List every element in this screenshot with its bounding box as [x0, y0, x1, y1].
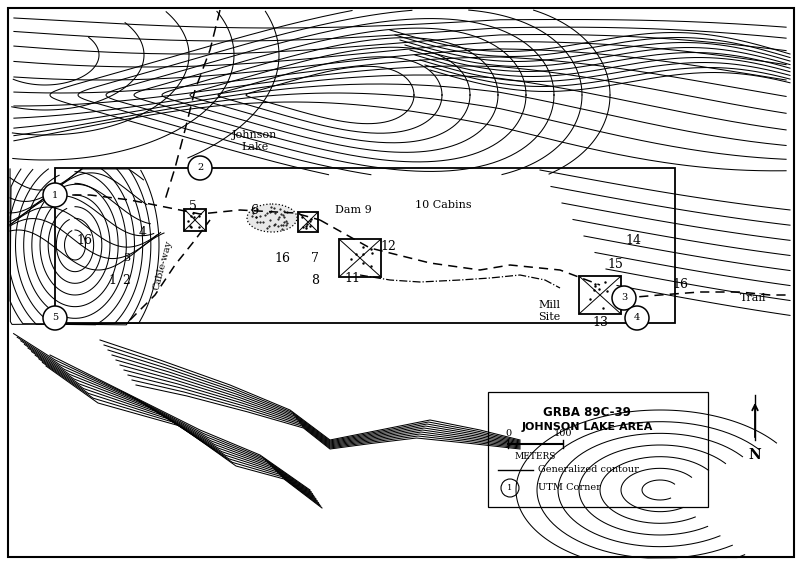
Text: 2: 2 [196, 163, 203, 172]
Text: GRBA 89C-39: GRBA 89C-39 [543, 406, 631, 419]
Bar [298, 212, 318, 232]
Text: 5: 5 [52, 314, 58, 323]
Text: 1: 1 [108, 273, 116, 286]
Text: 4: 4 [139, 225, 147, 238]
Text: N: N [748, 448, 761, 462]
Text: 16: 16 [672, 279, 688, 292]
Text: 1: 1 [52, 190, 58, 199]
Text: 1: 1 [508, 484, 512, 492]
Text: 3: 3 [621, 293, 627, 302]
Circle shape [43, 183, 67, 207]
Ellipse shape [247, 204, 297, 232]
Bar [488, 392, 708, 507]
Text: 16: 16 [76, 233, 92, 246]
Text: 7: 7 [311, 251, 319, 264]
Text: 13: 13 [592, 315, 608, 328]
Text: JOHNSON LAKE AREA: JOHNSON LAKE AREA [521, 422, 653, 432]
Bar [579, 276, 621, 314]
Text: Cable-way: Cable-way [152, 239, 174, 291]
Bar [184, 209, 206, 231]
Circle shape [501, 479, 519, 497]
Text: Trail: Trail [740, 293, 767, 303]
Text: 16: 16 [274, 251, 290, 264]
Text: Mill
Site: Mill Site [538, 300, 561, 321]
Text: 6: 6 [250, 203, 258, 216]
Text: 5: 5 [189, 199, 197, 212]
Circle shape [43, 306, 67, 330]
Circle shape [612, 286, 636, 310]
Text: 2: 2 [122, 273, 130, 286]
Text: 100: 100 [553, 429, 573, 438]
Circle shape [625, 306, 649, 330]
Text: Johnson
Lake: Johnson Lake [233, 131, 277, 152]
Text: 4: 4 [634, 314, 640, 323]
Bar [339, 239, 381, 277]
Bar [55, 168, 675, 323]
Text: 8: 8 [311, 273, 319, 286]
Text: 11: 11 [344, 272, 360, 285]
Text: 0: 0 [505, 429, 511, 438]
Text: Dam 9: Dam 9 [335, 205, 372, 215]
Text: 10 Cabins: 10 Cabins [415, 200, 472, 210]
Text: 12: 12 [380, 241, 396, 254]
Text: 3: 3 [124, 253, 131, 263]
Text: Generalized contour: Generalized contour [538, 466, 639, 475]
Circle shape [188, 156, 212, 180]
Text: 15: 15 [607, 259, 623, 272]
Text: 14: 14 [625, 233, 641, 246]
Text: METERS: METERS [514, 452, 556, 461]
Text: UTM Corner: UTM Corner [538, 484, 601, 493]
